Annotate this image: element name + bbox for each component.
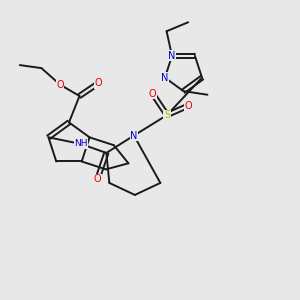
- Text: N: N: [161, 73, 169, 83]
- Text: O: O: [94, 174, 101, 184]
- Text: O: O: [56, 80, 64, 90]
- Text: NH: NH: [74, 140, 88, 148]
- Text: O: O: [94, 78, 102, 88]
- Text: S: S: [164, 110, 170, 120]
- Text: O: O: [149, 88, 156, 98]
- Text: O: O: [185, 100, 192, 110]
- Text: N: N: [168, 51, 176, 61]
- Text: N: N: [130, 130, 138, 140]
